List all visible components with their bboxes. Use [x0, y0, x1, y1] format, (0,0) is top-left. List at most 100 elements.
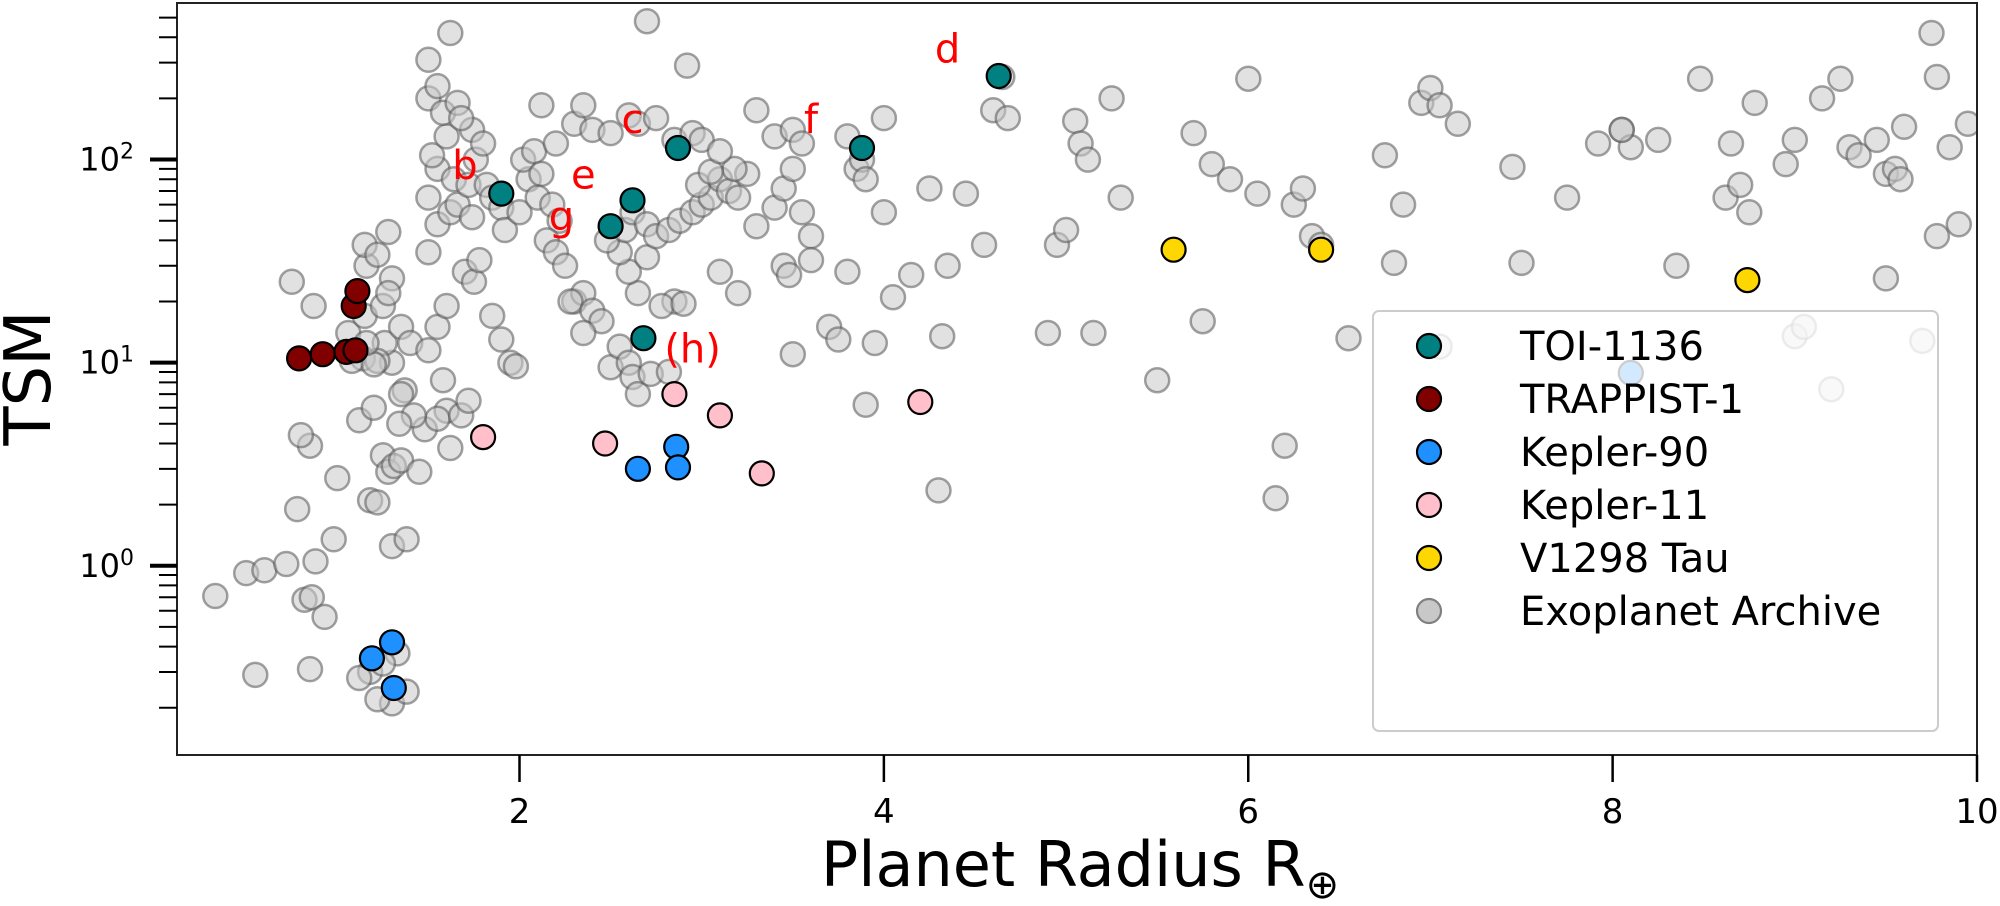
- data-point: [1061, 107, 1089, 135]
- data-point: [1189, 307, 1216, 335]
- data-point: [788, 199, 816, 226]
- x-tick-label: 2: [509, 792, 531, 832]
- data-point: [724, 184, 752, 211]
- x-axis-label: Planet Radius R⊕: [821, 828, 1339, 902]
- planet-label: d: [935, 27, 960, 73]
- data-point: [551, 252, 579, 280]
- data-point: [570, 92, 597, 119]
- data-point: [520, 137, 548, 165]
- data-point: [1954, 110, 1977, 138]
- data-point: [934, 252, 961, 280]
- data-point: [1553, 184, 1581, 211]
- series-v1298-tau: [1160, 236, 1761, 294]
- data-point: [952, 180, 980, 207]
- data-point: [1936, 133, 1963, 161]
- data-point: [393, 526, 420, 553]
- data-point: [1244, 180, 1271, 207]
- data-point: [302, 548, 329, 575]
- data-point: [1389, 191, 1417, 218]
- data-point: [542, 130, 570, 157]
- data-point: [429, 366, 457, 394]
- data-point: [433, 292, 460, 320]
- data-point: [706, 137, 734, 165]
- data-point: [406, 458, 433, 486]
- data-point: [320, 526, 347, 553]
- data-point: [546, 207, 573, 234]
- data-point: [743, 212, 770, 240]
- legend-label: Kepler-90: [1520, 430, 1709, 476]
- data-point: [797, 222, 825, 250]
- data-point: [358, 645, 385, 672]
- data-point: [661, 381, 688, 408]
- data-point: [437, 434, 464, 462]
- legend-marker-icon: [1415, 438, 1443, 466]
- y-tick-label: 101: [79, 343, 134, 382]
- data-point: [1845, 142, 1872, 169]
- legend-item: Kepler-11: [1415, 483, 1709, 529]
- legend-label: TOI-1136: [1519, 324, 1704, 370]
- data-point: [242, 661, 269, 689]
- data-point: [488, 326, 515, 353]
- data-point: [743, 96, 770, 124]
- data-point: [528, 92, 555, 119]
- data-point: [287, 421, 315, 449]
- data-point: [278, 268, 306, 296]
- data-point: [870, 104, 898, 132]
- x-tick-label: 10: [1955, 792, 1998, 832]
- x-tick-label: 4: [873, 792, 895, 832]
- data-point: [528, 160, 555, 188]
- data-point: [424, 72, 451, 100]
- series-toi-1136: [488, 62, 1012, 352]
- data-point: [1608, 116, 1635, 144]
- data-point: [834, 258, 861, 286]
- data-point: [1160, 236, 1187, 263]
- planet-label: e: [571, 153, 596, 199]
- data-point: [1180, 119, 1207, 147]
- data-point: [1371, 142, 1399, 169]
- axes-frame: [176, 2, 1978, 756]
- y-tick-label: 100: [79, 546, 134, 585]
- legend-label: TRAPPIST-1: [1519, 377, 1744, 423]
- data-point: [916, 175, 943, 202]
- data-point: [879, 283, 907, 311]
- data-point: [630, 325, 657, 352]
- data-point: [415, 238, 442, 266]
- data-point: [706, 402, 734, 429]
- y-axis-label: TSM: [0, 311, 66, 447]
- data-point: [925, 477, 952, 504]
- data-point: [1235, 65, 1262, 92]
- data-point: [386, 410, 413, 438]
- data-point: [364, 489, 391, 516]
- data-point: [642, 104, 670, 132]
- legend-box: [1372, 310, 1939, 732]
- data-point: [470, 424, 497, 451]
- data-point: [1736, 199, 1763, 226]
- data-point: [324, 464, 351, 492]
- data-point: [309, 341, 336, 368]
- data-point: [342, 337, 369, 364]
- series-trappist-1: [286, 278, 371, 372]
- data-point: [724, 279, 752, 307]
- x-tick-label: 8: [1602, 792, 1624, 832]
- legend-label: Kepler-11: [1520, 483, 1709, 529]
- data-point: [557, 288, 584, 315]
- data-point: [1663, 252, 1690, 280]
- data-point: [273, 550, 300, 578]
- data-point: [478, 302, 506, 330]
- data-point: [466, 246, 493, 274]
- data-point: [1644, 126, 1672, 154]
- data-point: [1772, 150, 1799, 178]
- data-point: [861, 329, 889, 357]
- data-point: [1143, 366, 1171, 394]
- data-point: [797, 246, 825, 274]
- data-point: [1890, 113, 1918, 141]
- data-point: [1052, 216, 1080, 244]
- y-tick-label: 102: [79, 140, 134, 179]
- data-point: [418, 142, 446, 169]
- data-point: [1289, 175, 1317, 202]
- data-point: [870, 199, 898, 226]
- planet-label: (h): [664, 327, 721, 373]
- data-point: [1426, 92, 1453, 119]
- data-point: [387, 380, 415, 408]
